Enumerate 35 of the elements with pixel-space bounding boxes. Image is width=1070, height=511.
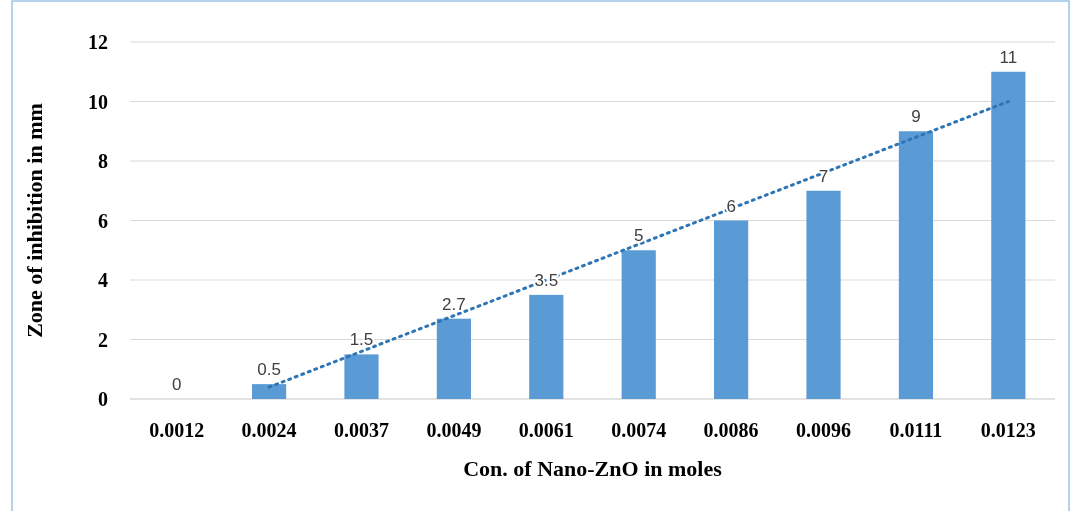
bar xyxy=(714,220,749,399)
x-tick-label: 0.0096 xyxy=(796,419,852,441)
bar xyxy=(898,131,934,399)
bar xyxy=(436,318,471,399)
data-label: 0.5 xyxy=(257,360,281,380)
bar xyxy=(806,190,841,399)
bar xyxy=(529,294,564,399)
bar xyxy=(991,71,1026,399)
bar xyxy=(251,384,287,399)
y-tick-label: 12 xyxy=(88,31,108,53)
x-axis-title: Con. of Nano-ZnO in moles xyxy=(463,456,723,481)
y-tick-label: 6 xyxy=(98,209,108,232)
data-label: 0 xyxy=(171,375,182,394)
data-label: 1.5 xyxy=(349,330,374,350)
x-tick-label: 0.0111 xyxy=(889,419,943,441)
x-tick-label: 0.0123 xyxy=(980,419,1036,441)
y-tick-label: 2 xyxy=(98,328,108,351)
data-label: 9 xyxy=(911,107,921,127)
y-tick-label: 10 xyxy=(88,90,108,113)
bar xyxy=(621,250,656,399)
x-tick-label: 0.0012 xyxy=(149,419,205,441)
x-tick-label: 0.0061 xyxy=(518,419,574,441)
data-label: 5 xyxy=(633,226,644,246)
y-tick-label: 4 xyxy=(98,269,108,291)
bar xyxy=(344,354,379,399)
data-label: 2.7 xyxy=(442,294,466,314)
x-tick-label: 0.0074 xyxy=(611,419,667,441)
x-tick-label: 0.0086 xyxy=(703,419,759,441)
y-axis-title: Zone of inhibition in mm xyxy=(22,103,47,338)
y-tick-label: 8 xyxy=(98,150,108,172)
x-tick-label: 0.0037 xyxy=(333,419,389,441)
y-tick-label: 0 xyxy=(98,388,108,410)
x-tick-label: 0.0049 xyxy=(426,419,482,441)
x-tick-label: 0.0024 xyxy=(241,419,297,441)
data-label: 11 xyxy=(999,47,1018,67)
